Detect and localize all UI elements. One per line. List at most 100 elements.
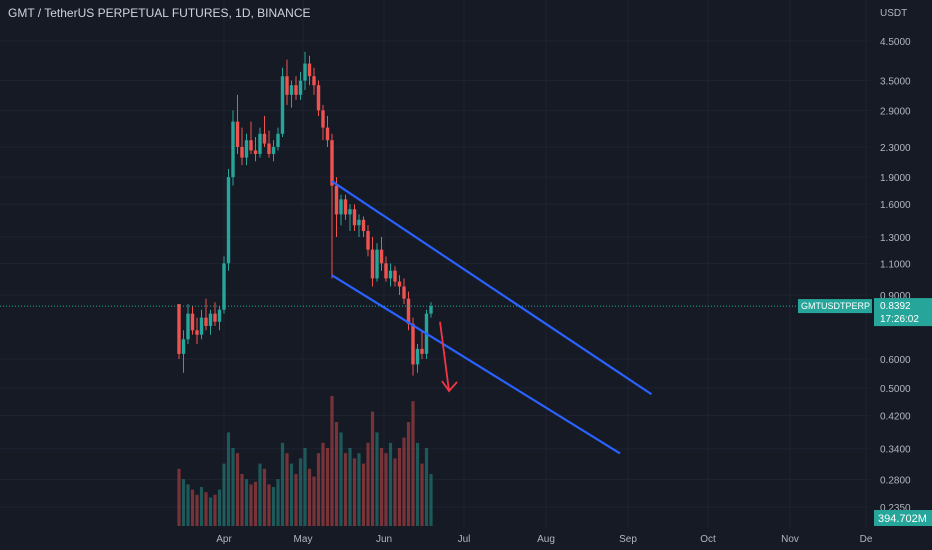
price-label: 0.8392 (880, 301, 911, 312)
candle-body (307, 63, 312, 77)
volume-bar (343, 453, 348, 526)
volume-bar (406, 422, 411, 526)
volume-bar (352, 458, 357, 526)
volume-bar (181, 479, 186, 526)
volume-bar (190, 489, 195, 526)
price-tick-label: 2.3000 (880, 143, 911, 154)
candle-body (388, 270, 393, 279)
volume-bar (231, 448, 235, 526)
volume-bar (402, 437, 406, 526)
volume-bar (339, 432, 343, 526)
candle-body (325, 127, 330, 141)
down-arrow-head (441, 380, 458, 393)
candle-body (397, 281, 402, 287)
candle-body (316, 85, 321, 111)
volume-bar (244, 479, 249, 526)
price-tick-label: 4.5000 (880, 37, 911, 48)
candle-body (195, 330, 199, 335)
down-arrow-shaft (439, 321, 450, 392)
volume-bar (429, 474, 433, 526)
candle-body (213, 313, 217, 322)
candle-body (298, 80, 303, 95)
channel-upper-line (331, 180, 653, 396)
candle-body (406, 298, 411, 324)
time-tick-label: Aug (537, 534, 555, 545)
last-price-badge: GMTUSDTPERP 0.8392 17:26:02 (798, 298, 932, 327)
volume-bar (294, 474, 298, 526)
candle-body (262, 133, 267, 144)
volume-bar (276, 479, 280, 526)
candle-body (199, 317, 204, 335)
volume-bar (240, 474, 244, 526)
volume-bars (177, 396, 433, 526)
candle-body (267, 143, 271, 154)
volume-bar (258, 463, 262, 526)
price-tick-label: 0.2800 (880, 475, 911, 486)
candle-body (294, 85, 298, 95)
candle-body (240, 146, 244, 158)
time-axis: Apr May Jun Jul Aug Sep Oct Nov De (216, 534, 873, 545)
volume-bar (393, 458, 397, 526)
candle-body (276, 133, 280, 147)
candle-body (415, 348, 420, 365)
volume-bar (186, 484, 190, 526)
candle-body (289, 85, 294, 95)
candle-body (222, 263, 226, 310)
countdown-label: 17:26:02 (880, 314, 919, 325)
volume-bar (177, 468, 181, 526)
candle-body (249, 140, 253, 151)
price-tick-label: 1.6000 (880, 200, 911, 211)
price-tick-label: 0.9000 (880, 291, 911, 302)
volume-bar (397, 448, 402, 526)
volume-bar (280, 442, 285, 526)
candle-body (361, 219, 366, 232)
candle-body (226, 177, 231, 264)
volume-bar (321, 442, 325, 526)
candle-body (204, 317, 208, 326)
volume-bar (420, 463, 424, 526)
volume-bar (271, 487, 276, 526)
candle-body (343, 199, 348, 215)
price-badge (874, 298, 932, 327)
volume-bar (208, 497, 213, 526)
volume-bar (213, 494, 217, 526)
candle-body (429, 306, 433, 314)
candles (177, 51, 433, 376)
candle-body (186, 313, 190, 340)
volume-bar (388, 442, 393, 526)
price-tick-label: 1.9000 (880, 173, 911, 184)
axis-unit-label: USDT (880, 8, 907, 19)
time-tick-label: May (294, 534, 313, 545)
volume-bar (316, 453, 321, 526)
volume-bar (298, 458, 303, 526)
volume-bar (235, 453, 240, 526)
candle-body (366, 231, 370, 250)
candle-body (271, 146, 276, 154)
candle-body (402, 286, 406, 299)
volume-bar (312, 476, 316, 526)
time-tick-label: Jun (376, 534, 392, 545)
volume-bar (226, 432, 231, 526)
volume-bar (307, 468, 312, 526)
volume-bar (357, 453, 361, 526)
channel-drawing[interactable] (331, 180, 653, 455)
candle-body (177, 304, 181, 354)
volume-bar (370, 411, 375, 526)
price-axis-background[interactable] (870, 0, 932, 550)
time-tick-label: Jul (458, 534, 471, 545)
candle-body (303, 63, 307, 81)
grid-lines (0, 0, 870, 528)
volume-bar (415, 442, 420, 526)
time-tick-label: De (860, 534, 873, 545)
price-axis: 4.5000 3.5000 2.9000 2.3000 1.9000 1.6000 1.30… (880, 37, 911, 514)
price-tick-label: 3.5000 (880, 77, 911, 88)
candle-body (370, 249, 375, 279)
price-tick-label: 0.2350 (880, 503, 911, 514)
candle-body (235, 121, 240, 147)
volume-bar (253, 481, 258, 526)
volume-bar (222, 463, 226, 526)
volume-label: 394.702M (878, 513, 927, 525)
time-tick-label: Oct (700, 534, 716, 545)
chart-title: GMT / TetherUS PERPETUAL FUTURES, 1D, BI… (8, 6, 311, 20)
